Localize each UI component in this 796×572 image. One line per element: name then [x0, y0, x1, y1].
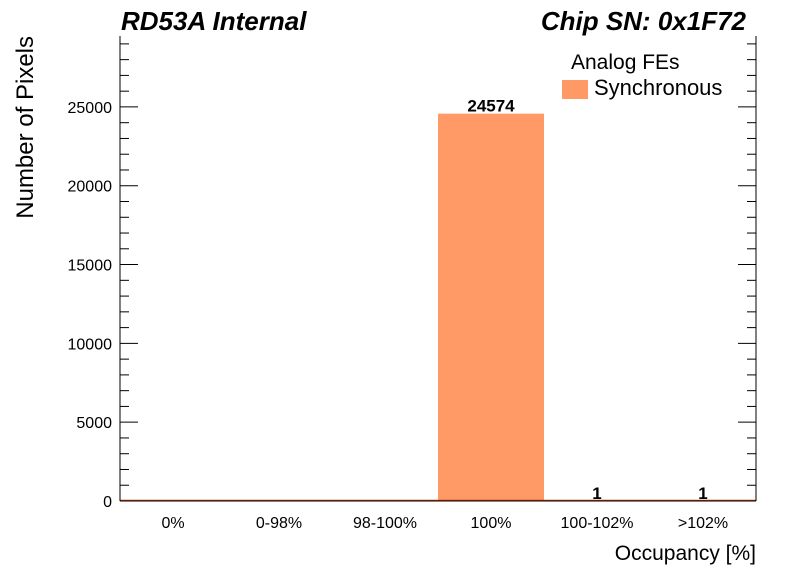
bar-group — [120, 113, 756, 502]
x-tick-labels: 0% 0-98% 98-100% 100% 100-102% >102% — [161, 515, 728, 532]
legend-swatch — [562, 80, 588, 99]
chart-title-right: Chip SN: 0x1F72 — [541, 6, 747, 36]
data-labels: 24574 1 1 — [467, 97, 707, 503]
x-tick-label: 100-102% — [561, 515, 634, 532]
y-tick-labels: 0 5000 10000 15000 20000 25000 — [68, 100, 113, 511]
bar-3 — [438, 113, 544, 501]
y-tick-label: 20000 — [68, 179, 113, 196]
x-axis-label: Occupancy [%] — [615, 542, 756, 565]
x-tick-label: 0% — [161, 515, 184, 532]
y-tick-label: 10000 — [68, 336, 113, 353]
y-tick-label: 5000 — [76, 415, 112, 432]
x-tick-label: 100% — [471, 515, 512, 532]
y-tick-label: 25000 — [68, 100, 113, 117]
legend-title: Analog FEs — [571, 51, 680, 74]
data-label: 1 — [592, 484, 601, 503]
axes-group — [119, 36, 757, 502]
legend: Analog FEs Synchronous — [562, 51, 722, 100]
legend-entry-synchronous: Synchronous — [594, 75, 722, 100]
data-label: 24574 — [467, 97, 515, 116]
chart-title-left: RD53A Internal — [121, 6, 307, 36]
x-tick-label: 98-100% — [353, 515, 417, 532]
x-tick-label: >102% — [678, 515, 728, 532]
y-tick-label: 15000 — [68, 258, 113, 275]
data-label: 1 — [698, 484, 707, 503]
y-axis-label: Number of Pixels — [12, 36, 39, 219]
y-tick-label: 0 — [103, 494, 112, 511]
x-tick-label: 0-98% — [256, 515, 302, 532]
